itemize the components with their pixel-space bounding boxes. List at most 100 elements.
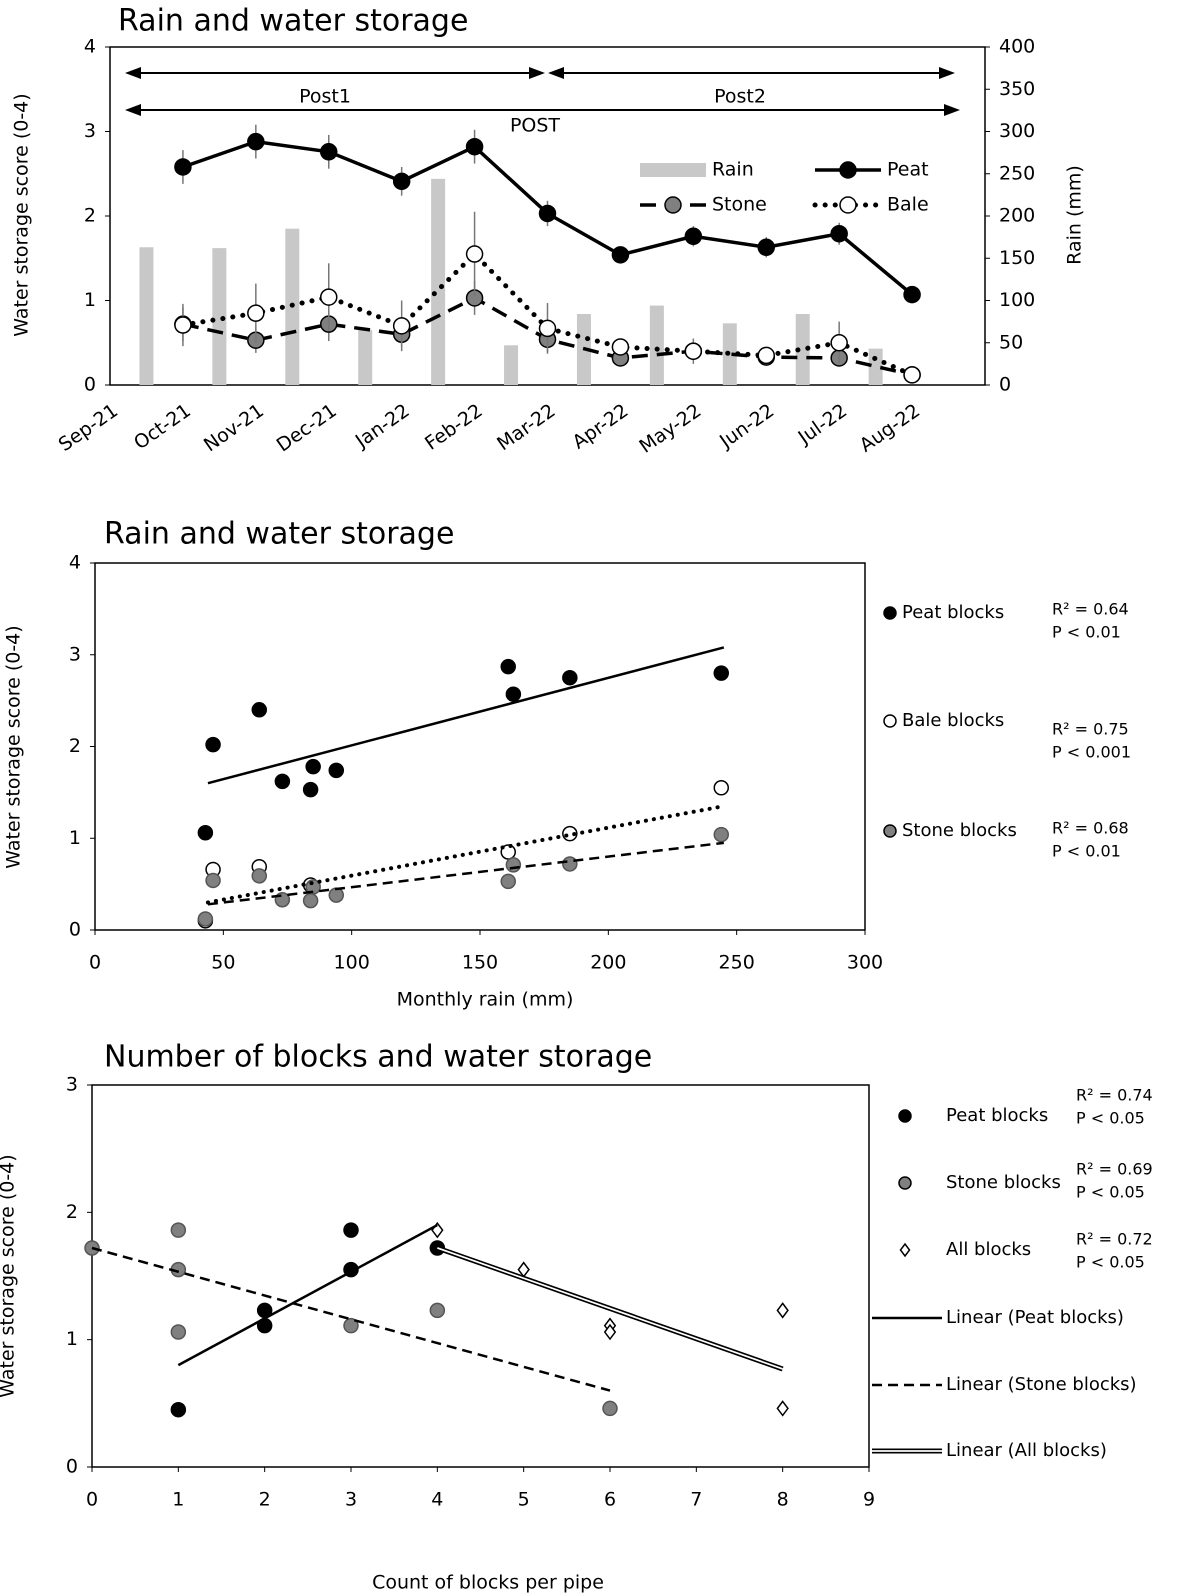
point bbox=[328, 762, 345, 779]
y-tick-label: 2 bbox=[66, 1201, 78, 1223]
legend-label: Peat blocks bbox=[946, 1105, 1048, 1126]
x-tick-label: May-22 bbox=[635, 400, 705, 458]
y-tick-label: 2 bbox=[84, 205, 96, 227]
point bbox=[170, 1401, 187, 1418]
point bbox=[664, 196, 682, 214]
point bbox=[839, 196, 857, 214]
point bbox=[174, 316, 192, 334]
point bbox=[713, 780, 730, 796]
point bbox=[757, 238, 775, 257]
p-value: P < 0.001 bbox=[1052, 743, 1131, 762]
y-axis-title: Water storage score (0-4) bbox=[11, 93, 33, 336]
point bbox=[251, 702, 268, 718]
point bbox=[883, 714, 897, 728]
x-tick-label: Jan-22 bbox=[351, 400, 414, 453]
legend-label: Peat blocks bbox=[902, 602, 1004, 623]
p-value: P < 0.01 bbox=[1052, 842, 1121, 861]
x-tick-label: 3 bbox=[345, 1489, 357, 1511]
y-tick-label: 300 bbox=[999, 120, 1035, 142]
legend-label: Linear (Peat blocks) bbox=[946, 1307, 1124, 1328]
annotation: Post2 bbox=[714, 86, 766, 108]
bar bbox=[795, 314, 810, 385]
x-axis-title: Count of blocks per pipe bbox=[372, 1572, 604, 1594]
chart-title: Number of blocks and water storage bbox=[104, 1040, 652, 1075]
x-tick-label: Aug-22 bbox=[856, 400, 924, 457]
y-tick-label: 3 bbox=[84, 120, 96, 142]
x-tick-label: Jul-22 bbox=[794, 400, 852, 450]
x-tick-label: Mar-22 bbox=[493, 400, 559, 456]
point bbox=[343, 1317, 359, 1334]
trend-line bbox=[207, 646, 725, 785]
point bbox=[205, 736, 221, 753]
x-tick-label: 1 bbox=[172, 1489, 184, 1511]
y-tick-label: 2 bbox=[69, 735, 81, 757]
legend-label: Stone blocks bbox=[902, 820, 1017, 841]
x-tick-label: 2 bbox=[259, 1489, 271, 1511]
point bbox=[538, 204, 557, 223]
arrow-head bbox=[529, 67, 545, 79]
point bbox=[247, 304, 265, 322]
trend-line bbox=[205, 804, 726, 905]
chart-title: Rain and water storage bbox=[118, 4, 468, 39]
y-tick-label: 1 bbox=[66, 1328, 78, 1350]
point bbox=[205, 872, 221, 889]
point bbox=[713, 665, 730, 681]
point bbox=[505, 686, 522, 702]
y-tick-label: 0 bbox=[999, 374, 1011, 396]
point bbox=[197, 911, 214, 927]
legend-label: Linear (All blocks) bbox=[946, 1440, 1107, 1461]
arrow-head bbox=[125, 67, 141, 79]
point bbox=[898, 1176, 912, 1190]
x-tick-label: Nov-21 bbox=[200, 400, 268, 457]
y-tick-label: 250 bbox=[999, 162, 1035, 184]
y-tick-label: 3 bbox=[69, 643, 81, 665]
point bbox=[170, 1222, 187, 1238]
legend-label: Rain bbox=[712, 159, 754, 181]
x-tick-label: 6 bbox=[604, 1489, 616, 1511]
x-tick-label: Oct-21 bbox=[130, 400, 195, 455]
x-tick-label: 9 bbox=[863, 1489, 875, 1511]
x-tick-label: 0 bbox=[89, 952, 101, 974]
point bbox=[603, 1323, 617, 1341]
point bbox=[776, 1400, 789, 1417]
y-axis-title: Water storage score (0-4) bbox=[0, 1154, 19, 1397]
y-axis-title: Water storage score (0-4) bbox=[3, 625, 25, 868]
arrow-head bbox=[125, 104, 141, 116]
point bbox=[883, 824, 897, 838]
point bbox=[839, 161, 857, 179]
r-squared: R² = 0.75 bbox=[1052, 720, 1129, 739]
annotation: POST bbox=[510, 115, 560, 137]
point bbox=[757, 346, 775, 365]
x-tick-label: 4 bbox=[431, 1489, 443, 1511]
point bbox=[776, 1302, 789, 1319]
p-value: P < 0.05 bbox=[1076, 1183, 1145, 1202]
chart-title: Rain and water storage bbox=[104, 517, 454, 552]
point bbox=[898, 1109, 912, 1123]
point bbox=[251, 868, 268, 884]
annotation: Post1 bbox=[299, 86, 351, 108]
legend-label: Stone blocks bbox=[946, 1172, 1061, 1193]
r-squared: R² = 0.74 bbox=[1076, 1086, 1153, 1105]
point bbox=[830, 334, 848, 352]
point bbox=[903, 285, 921, 304]
legend-label: Linear (Stone blocks) bbox=[946, 1374, 1137, 1395]
point bbox=[197, 824, 214, 841]
point bbox=[274, 773, 291, 790]
y-tick-label: 0 bbox=[69, 919, 81, 941]
point bbox=[830, 224, 848, 243]
bar bbox=[504, 345, 519, 385]
p-value: P < 0.05 bbox=[1076, 1253, 1145, 1272]
point bbox=[538, 319, 557, 338]
r-squared: R² = 0.72 bbox=[1076, 1230, 1153, 1249]
x-tick-label: 50 bbox=[211, 952, 235, 974]
point bbox=[713, 826, 730, 843]
point bbox=[302, 892, 319, 909]
y-tick-label: 4 bbox=[69, 552, 81, 574]
point bbox=[684, 227, 703, 246]
x-tick-label: Sep-21 bbox=[55, 400, 122, 456]
y-tick-label: 1 bbox=[84, 289, 96, 311]
point bbox=[247, 132, 265, 151]
y-tick-label: 400 bbox=[999, 36, 1035, 58]
r-squared: R² = 0.68 bbox=[1052, 819, 1129, 838]
legend-swatch bbox=[640, 163, 706, 177]
